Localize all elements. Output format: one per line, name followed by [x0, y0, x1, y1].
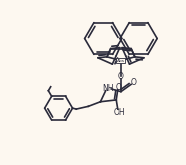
Text: O: O — [118, 72, 124, 81]
Text: NH: NH — [102, 84, 114, 93]
Text: Abs: Abs — [117, 59, 125, 63]
Text: O: O — [116, 83, 122, 92]
Text: OH: OH — [113, 108, 125, 117]
Text: O: O — [131, 78, 137, 87]
